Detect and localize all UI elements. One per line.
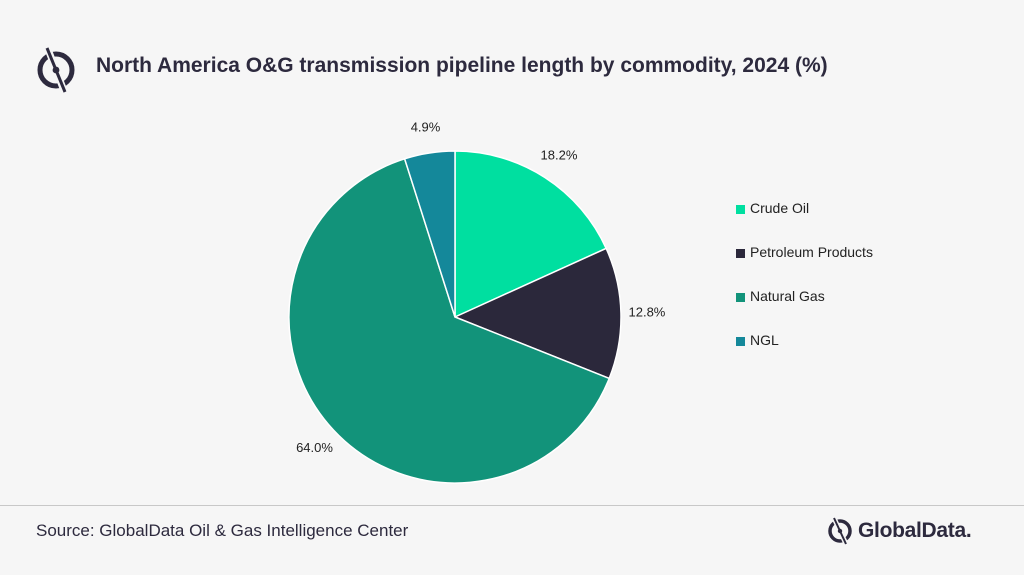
chart-title: North America O&G transmission pipeline … — [96, 54, 828, 77]
pie-slice-natural-gas — [288, 157, 611, 484]
legend-label: NGL — [750, 332, 779, 348]
pie-slice-petroleum-products — [453, 247, 622, 380]
data-label-ngl: 4.9% — [411, 119, 441, 134]
legend-item-petroleum-products: Petroleum Products — [736, 242, 996, 264]
brand-logo: GlobalData. — [826, 514, 1006, 548]
legend-swatch — [736, 249, 745, 258]
legend-label: Natural Gas — [750, 288, 825, 304]
legend-swatch — [736, 337, 745, 346]
footer-divider — [0, 505, 1024, 506]
globaldata-logo-icon — [37, 42, 75, 98]
header: North America O&G transmission pipeline … — [34, 40, 994, 100]
data-label-petroleum-products: 12.8% — [629, 304, 666, 319]
chart-legend: Crude Oil Petroleum Products Natural Gas NG… — [736, 198, 996, 374]
legend-label: Crude Oil — [750, 200, 810, 216]
pie-slice-ngl — [403, 150, 456, 318]
legend-item-crude-oil: Crude Oil — [736, 198, 996, 220]
legend-swatch — [736, 205, 745, 214]
legend-item-natural-gas: Natural Gas — [736, 286, 996, 308]
source-note: Source: GlobalData Oil & Gas Intelligenc… — [36, 521, 409, 540]
data-label-natural-gas: 64.0% — [296, 440, 333, 455]
legend-item-ngl: NGL — [736, 330, 996, 352]
pie-chart: 18.2% 12.8% 64.0% 4.9% — [288, 119, 666, 484]
legend-label: Petroleum Products — [750, 244, 873, 260]
data-label-crude-oil: 18.2% — [541, 148, 578, 163]
globaldata-logo-icon — [828, 514, 852, 548]
pie-slice-crude-oil — [454, 150, 608, 319]
legend-swatch — [736, 293, 745, 302]
brand-name: GlobalData. — [858, 519, 972, 542]
